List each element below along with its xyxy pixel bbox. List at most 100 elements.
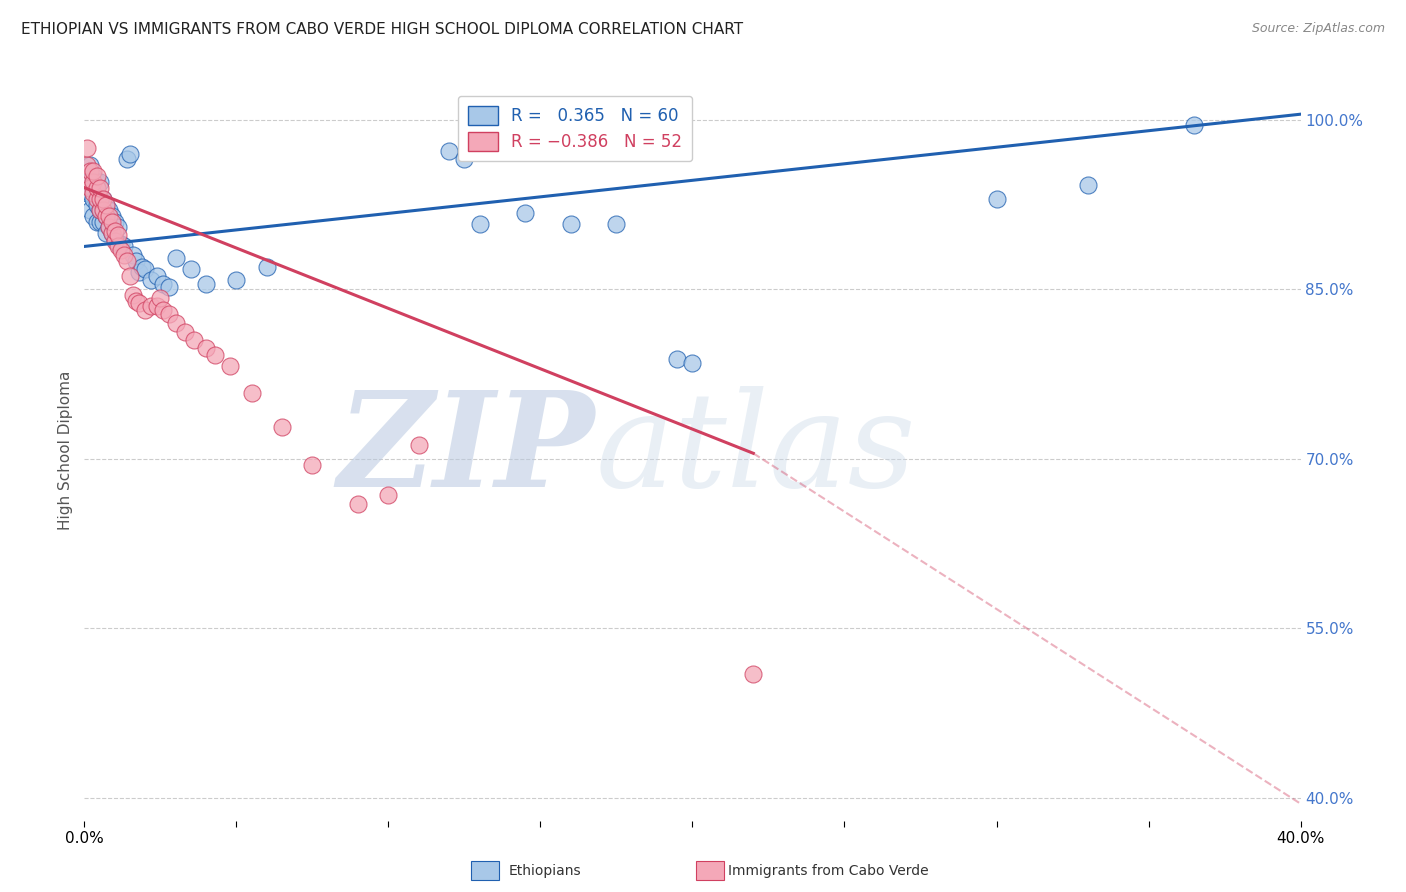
Point: [100, 209, 122, 223]
Point: [89, 203, 111, 218]
Point: [94, 197, 117, 211]
Point: [271, 420, 294, 434]
Point: [347, 497, 370, 511]
Point: [146, 299, 169, 313]
Point: [82, 186, 104, 201]
Point: [86, 214, 108, 228]
Point: [159, 307, 181, 321]
Point: [408, 438, 430, 452]
Point: [112, 248, 135, 262]
Point: [97, 203, 120, 218]
Point: [86, 192, 108, 206]
Point: [128, 296, 150, 310]
Point: [91, 203, 114, 218]
Point: [1077, 178, 1099, 193]
Point: [515, 205, 537, 219]
Point: [173, 326, 195, 340]
Point: [79, 163, 101, 178]
Point: [89, 180, 111, 194]
Point: [986, 192, 1008, 206]
Point: [128, 265, 150, 279]
Point: [94, 209, 117, 223]
Point: [377, 488, 399, 502]
Text: atlas: atlas: [595, 386, 915, 515]
Point: [240, 386, 263, 401]
Text: Source: ZipAtlas.com: Source: ZipAtlas.com: [1251, 22, 1385, 36]
Point: [256, 260, 278, 274]
Point: [104, 214, 127, 228]
Text: Ethiopians: Ethiopians: [509, 863, 582, 878]
Point: [91, 214, 114, 228]
Point: [195, 341, 218, 355]
Point: [89, 175, 111, 189]
Point: [82, 180, 104, 194]
Point: [79, 203, 101, 218]
Point: [97, 220, 120, 235]
Point: [195, 277, 218, 291]
Point: [149, 292, 172, 306]
Point: [107, 237, 129, 252]
Point: [89, 214, 111, 228]
Point: [89, 192, 111, 206]
Legend: R =   0.365   N = 60, R = −0.386   N = 52: R = 0.365 N = 60, R = −0.386 N = 52: [457, 96, 692, 161]
Point: [118, 268, 141, 283]
Point: [115, 153, 138, 167]
Point: [107, 220, 129, 235]
Point: [82, 209, 104, 223]
Point: [76, 141, 98, 155]
Point: [152, 277, 174, 291]
Point: [159, 280, 181, 294]
Point: [89, 192, 111, 206]
Text: ZIP: ZIP: [337, 386, 595, 515]
Point: [742, 666, 765, 681]
Point: [82, 163, 104, 178]
Point: [468, 217, 491, 231]
Point: [225, 273, 247, 287]
Point: [86, 180, 108, 194]
Point: [165, 251, 187, 265]
Point: [1182, 119, 1205, 133]
Point: [89, 203, 111, 218]
Point: [301, 458, 323, 472]
Point: [219, 359, 242, 374]
Point: [86, 175, 108, 189]
Point: [82, 169, 104, 184]
Point: [97, 209, 120, 223]
Point: [94, 197, 117, 211]
Point: [91, 192, 114, 206]
Point: [76, 175, 98, 189]
Point: [91, 192, 114, 206]
Point: [104, 224, 127, 238]
Point: [122, 288, 145, 302]
Point: [79, 186, 101, 201]
Point: [79, 158, 101, 172]
Point: [110, 243, 132, 257]
Point: [86, 197, 108, 211]
Point: [100, 226, 122, 240]
Point: [118, 146, 141, 161]
Y-axis label: High School Diploma: High School Diploma: [58, 371, 73, 530]
Point: [100, 214, 122, 228]
Point: [94, 226, 117, 240]
Text: ETHIOPIAN VS IMMIGRANTS FROM CABO VERDE HIGH SCHOOL DIPLOMA CORRELATION CHART: ETHIOPIAN VS IMMIGRANTS FROM CABO VERDE …: [21, 22, 744, 37]
Point: [107, 239, 129, 253]
Point: [104, 234, 127, 248]
Point: [86, 186, 108, 201]
Point: [560, 217, 582, 231]
Point: [79, 175, 101, 189]
Point: [79, 180, 101, 194]
Point: [165, 316, 187, 330]
Point: [453, 153, 475, 167]
Point: [141, 299, 163, 313]
Point: [125, 254, 148, 268]
Point: [76, 158, 98, 172]
Point: [131, 260, 153, 274]
Point: [180, 262, 202, 277]
Point: [439, 145, 461, 159]
Point: [82, 175, 104, 189]
Point: [125, 293, 148, 308]
Point: [134, 262, 156, 277]
Point: [605, 217, 627, 231]
Point: [204, 348, 226, 362]
Point: [112, 239, 135, 253]
